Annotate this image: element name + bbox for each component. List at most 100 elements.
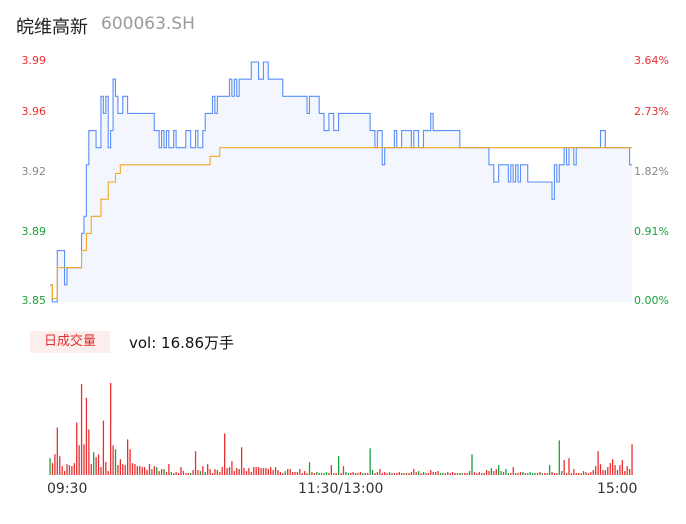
volume-bar xyxy=(93,452,95,475)
volume-bar xyxy=(580,473,582,475)
volume-bar xyxy=(483,473,485,475)
volume-bar xyxy=(456,473,459,475)
volume-bar xyxy=(255,467,257,475)
volume-bar xyxy=(604,470,607,475)
volume-bar xyxy=(265,468,267,475)
volume-bar xyxy=(114,449,117,475)
volume-bar xyxy=(238,469,240,475)
volume-bar xyxy=(398,472,400,475)
volume-bar xyxy=(565,473,568,475)
volume-bar xyxy=(262,468,265,475)
volume-bar xyxy=(451,472,454,475)
volume-bar xyxy=(224,433,226,475)
volume-bar xyxy=(468,471,471,475)
volume-bar xyxy=(582,471,585,475)
volume-bar xyxy=(354,473,357,475)
volume-bar xyxy=(59,456,61,475)
volume-bar xyxy=(578,473,580,475)
x-tick-close: 15:00 xyxy=(597,481,638,497)
volume-bar xyxy=(216,470,219,475)
volume-bar xyxy=(107,471,109,475)
volume-bar xyxy=(536,473,539,475)
y-tick-price: 3.85 xyxy=(21,294,47,307)
volume-bar xyxy=(592,470,594,475)
volume-bar xyxy=(599,464,602,475)
volume-bar xyxy=(165,472,168,475)
volume-bar xyxy=(197,470,199,475)
volume-bar xyxy=(510,473,512,475)
volume-bar xyxy=(231,461,233,475)
volume-bar xyxy=(568,458,570,475)
volume-bar xyxy=(175,472,177,475)
volume-bar xyxy=(199,471,202,475)
volume-bar xyxy=(403,473,405,475)
volume-bar xyxy=(76,422,78,475)
volume-bar xyxy=(471,454,473,475)
volume-bar xyxy=(597,451,599,475)
volume-label: vol: 16.86万手 xyxy=(129,334,234,352)
volume-bar xyxy=(260,468,262,475)
volume-bar xyxy=(131,463,134,475)
volume-bar xyxy=(97,454,100,475)
volume-bar xyxy=(287,469,289,475)
volume-bar xyxy=(56,427,58,475)
volume-bar xyxy=(612,459,614,475)
volume-bar xyxy=(160,469,163,475)
volume-bar xyxy=(219,472,221,475)
volume-bar xyxy=(371,470,374,475)
volume-badge[interactable]: 日成交量 xyxy=(30,331,110,353)
volume-bar xyxy=(228,467,231,475)
volume-bar xyxy=(330,465,332,475)
volume-bar xyxy=(102,420,105,475)
volume-bar xyxy=(177,473,180,475)
volume-bar xyxy=(243,468,245,475)
volume-bar xyxy=(522,472,524,475)
y-tick-percent: 0.91% xyxy=(634,225,669,239)
volume-bar xyxy=(602,470,604,475)
volume-bar xyxy=(88,429,90,475)
volume-bar xyxy=(61,466,63,475)
volume-bar xyxy=(318,473,320,475)
volume-bar xyxy=(517,473,519,475)
volume-bar xyxy=(296,472,299,475)
volume-bar xyxy=(304,471,306,475)
volume-bar xyxy=(211,473,214,475)
volume-bar xyxy=(83,444,85,475)
volume-bar xyxy=(490,468,493,475)
volume-bar xyxy=(187,473,189,475)
volume-bar xyxy=(291,472,294,475)
volume-bar xyxy=(524,473,526,475)
volume-bar xyxy=(141,467,143,475)
volume-bar xyxy=(447,472,449,475)
volume-bar xyxy=(362,473,364,475)
volume-bar xyxy=(507,473,510,475)
volume-bar xyxy=(146,470,148,475)
volume-bar xyxy=(631,444,633,475)
volume-bar xyxy=(323,473,325,475)
x-tick-midday: 11:30/13:00 xyxy=(298,481,384,497)
volume-bar xyxy=(279,472,282,475)
volume-bar xyxy=(194,451,197,475)
volume-bar xyxy=(624,471,626,475)
volume-bar xyxy=(626,466,628,475)
volume-bar xyxy=(396,473,398,475)
volume-bar xyxy=(347,473,349,475)
volume-bar xyxy=(274,467,277,475)
volume-bar xyxy=(374,473,376,475)
y-tick-price: 3.96 xyxy=(21,105,47,119)
volume-bar xyxy=(73,463,75,475)
stock-code: 600063.SH xyxy=(101,14,195,34)
volume-bar xyxy=(401,473,403,475)
volume-bar xyxy=(124,465,126,475)
volume-bar xyxy=(202,466,204,475)
volume-bar xyxy=(301,473,303,475)
volume-bar xyxy=(488,471,490,475)
volume-bar xyxy=(68,465,71,475)
volume-bar xyxy=(519,472,522,475)
volume-bar xyxy=(430,470,432,475)
volume-bar xyxy=(444,473,446,475)
volume-bar xyxy=(408,473,410,475)
volume-bar xyxy=(512,467,514,475)
volume-bar xyxy=(313,473,316,475)
